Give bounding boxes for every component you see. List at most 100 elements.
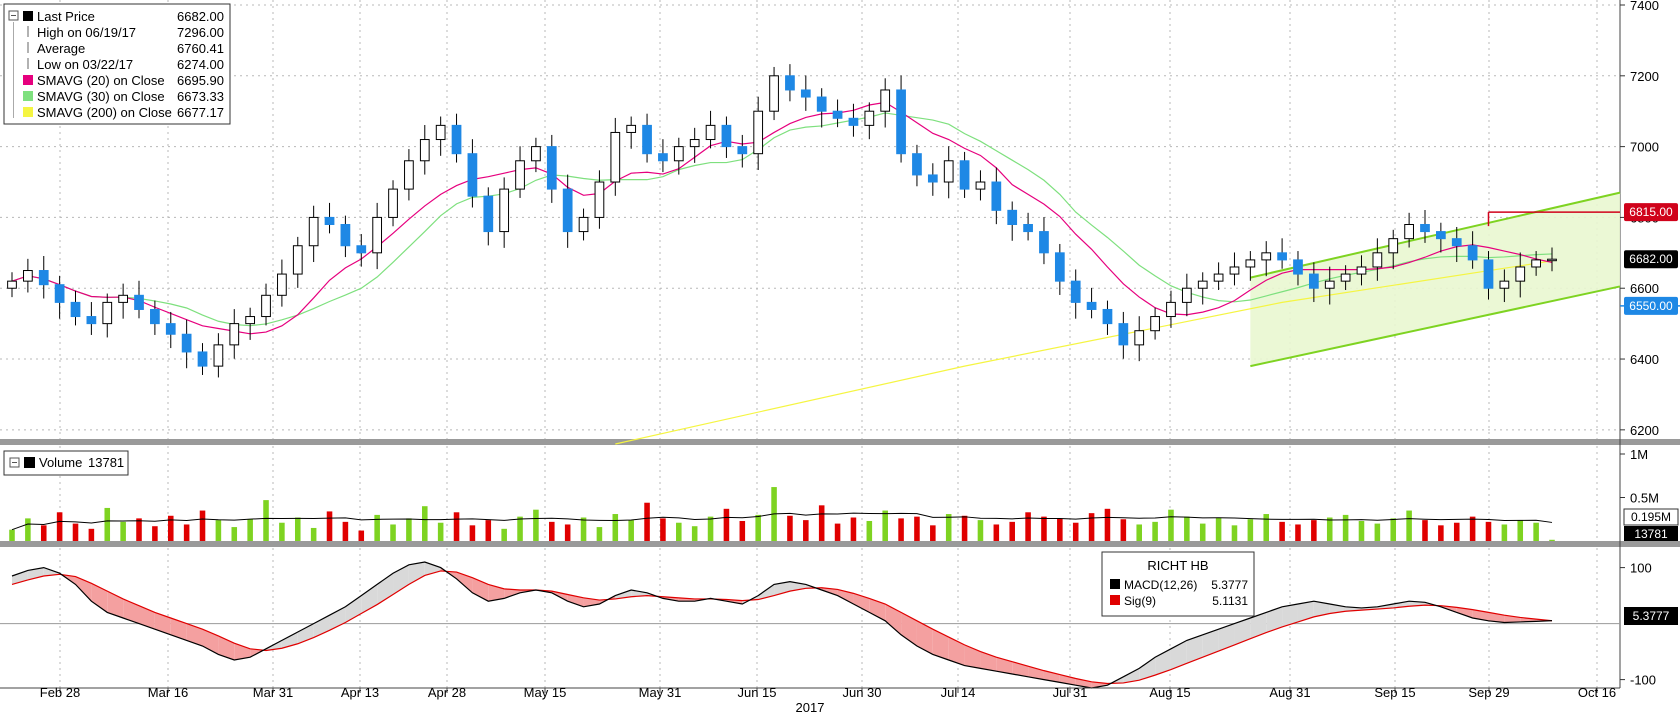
volume-bar-27 <box>438 523 444 541</box>
candle-body-64 <box>1024 225 1033 232</box>
volume-bar-69 <box>1105 509 1111 541</box>
volume-legend-label: Volume <box>39 455 82 470</box>
volume-bar-7 <box>120 522 126 541</box>
candle-body-19 <box>309 217 318 245</box>
volume-bar-61 <box>978 520 984 541</box>
candle-body-47 <box>754 111 763 153</box>
volume-legend[interactable]: Volume 13781 <box>4 451 128 475</box>
volume-bar-81 <box>1295 524 1301 541</box>
volume-bar-62 <box>994 524 1000 541</box>
candle-body-77 <box>1230 267 1239 274</box>
candle-body-48 <box>770 76 779 111</box>
volume-bar-89 <box>1422 520 1428 541</box>
volume-bar-76 <box>1216 518 1222 541</box>
candle-body-16 <box>262 295 271 316</box>
candle-body-12 <box>198 352 207 366</box>
volume-bar-72 <box>1152 522 1158 541</box>
macd-legend-value-0: 5.3777 <box>1211 578 1248 592</box>
candle-body-75 <box>1198 281 1207 288</box>
volume-bar-95 <box>1517 520 1523 541</box>
candle-body-40 <box>643 125 652 153</box>
x-axis-label-15: Oct 16 <box>1578 685 1616 700</box>
candle-body-96 <box>1532 260 1541 267</box>
volume-bar-46 <box>740 521 746 541</box>
volume-bar-44 <box>708 517 714 541</box>
volume-bar-8 <box>136 518 142 541</box>
volume-bar-25 <box>406 518 412 541</box>
candle-body-34 <box>547 147 556 189</box>
volume-bar-0 <box>9 530 15 541</box>
price-axis-label-2: 6600 <box>1630 281 1659 296</box>
volume-bar-13 <box>216 520 222 541</box>
candle-body-42 <box>674 147 683 161</box>
volume-bar-70 <box>1121 519 1127 541</box>
price-volume-separator[interactable] <box>0 439 1680 445</box>
candle-body-80 <box>1278 253 1287 260</box>
volume-bar-77 <box>1232 525 1238 541</box>
volume-macd-separator[interactable] <box>0 541 1680 547</box>
candle-body-49 <box>786 76 795 90</box>
resistance-tag-value: 6815.00 <box>1629 205 1673 219</box>
candle-body-43 <box>690 140 699 147</box>
x-axis-year-label: 2017 <box>796 700 825 715</box>
volume-bar-14 <box>231 527 237 541</box>
volume-bar-93 <box>1486 522 1492 541</box>
volume-bar-22 <box>359 531 365 541</box>
candle-body-0 <box>8 281 17 288</box>
price-legend-row-5: SMAVG (30) on Close 6673.33 <box>23 89 224 104</box>
candle-body-65 <box>1040 232 1049 253</box>
macd-legend[interactable]: RICHT HB MACD(12,26) 5.3777 Sig(9) 5.1131 <box>1102 552 1254 616</box>
x-axis-label-13: Sep 15 <box>1374 685 1415 700</box>
candle-body-5 <box>87 317 96 324</box>
candle-body-8 <box>135 295 144 309</box>
x-axis-label-12: Aug 31 <box>1269 685 1310 700</box>
candle-body-14 <box>230 324 239 345</box>
volume-bar-52 <box>835 524 841 541</box>
macd-legend-swatch-0 <box>1110 579 1120 589</box>
volume-bar-64 <box>1025 512 1031 541</box>
price-legend[interactable]: Last Price 6682.00 High on 06/19/17 7296.00… <box>4 4 230 124</box>
price-panel <box>0 0 1620 440</box>
candle-body-2 <box>39 271 48 285</box>
x-axis-label-8: Jun 30 <box>842 685 881 700</box>
volume-bar-11 <box>184 524 190 541</box>
candle-body-88 <box>1405 225 1414 239</box>
candle-body-45 <box>722 125 731 146</box>
square-green-icon <box>23 91 33 101</box>
volume-bar-26 <box>422 506 428 541</box>
volume-bar-21 <box>343 522 349 541</box>
volume-bar-79 <box>1263 514 1269 541</box>
x-axis-label-1: Mar 16 <box>148 685 188 700</box>
candle-body-15 <box>246 317 255 324</box>
price-axis-label-6: 7400 <box>1630 0 1659 13</box>
macd-panel <box>0 548 1620 688</box>
volume-legend-swatch <box>24 457 35 468</box>
candle-body-59 <box>944 161 953 182</box>
volume-bar-74 <box>1184 517 1190 541</box>
candle-body-81 <box>1294 260 1303 274</box>
price-legend-label-5: SMAVG (30) on Close <box>37 89 165 104</box>
support-tag-value: 6550.00 <box>1629 299 1673 313</box>
candle-body-17 <box>278 274 287 295</box>
candle-body-70 <box>1119 324 1128 345</box>
volume-bar-6 <box>104 508 110 541</box>
volume-bar-33 <box>533 510 539 541</box>
volume-bar-38 <box>613 514 619 541</box>
candle-body-18 <box>293 246 302 274</box>
last-price-tag: 6682.00 <box>1624 250 1678 268</box>
candle-body-54 <box>865 111 874 125</box>
candle-body-11 <box>182 334 191 352</box>
price-legend-value-6: 6677.17 <box>177 105 224 120</box>
candle-body-71 <box>1135 331 1144 345</box>
volume-bar-91 <box>1454 523 1460 541</box>
candle-body-92 <box>1468 246 1477 260</box>
candle-body-35 <box>563 189 572 231</box>
volume-bar-36 <box>581 518 587 541</box>
volume-bar-31 <box>501 529 507 541</box>
support-price-tag: 6550.00 <box>1624 297 1678 315</box>
candle-body-68 <box>1087 302 1096 309</box>
price-legend-value-2: 6760.41 <box>177 41 224 56</box>
volume-bar-87 <box>1390 518 1396 541</box>
